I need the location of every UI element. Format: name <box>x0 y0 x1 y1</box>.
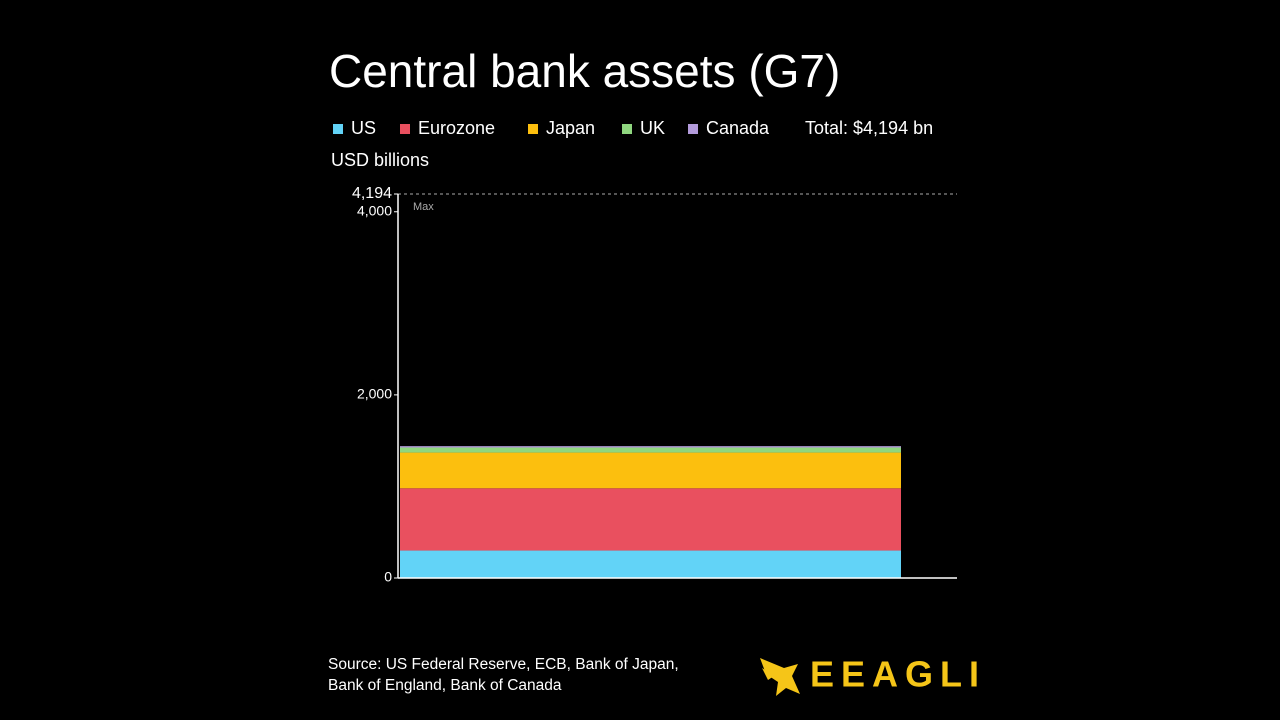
max-text: Max <box>413 201 434 213</box>
legend-swatch <box>400 124 410 134</box>
y-tick-label: 0 <box>384 569 392 585</box>
legend-label: Japan <box>546 118 595 138</box>
legend-swatch <box>622 124 632 134</box>
legend-swatch <box>528 124 538 134</box>
y-tick-label: 4,000 <box>357 202 392 218</box>
legend-swatch <box>333 124 343 134</box>
legend-label: Canada <box>706 118 770 138</box>
source-text: Source: US Federal Reserve, ECB, Bank of… <box>328 656 679 673</box>
y-tick-label: 2,000 <box>357 386 392 402</box>
legend-swatch <box>688 124 698 134</box>
max-value-label: 4,194 <box>352 185 392 202</box>
source-text: Bank of England, Bank of Canada <box>328 677 562 694</box>
bar-segment <box>400 446 901 448</box>
bar-segment <box>400 550 901 578</box>
logo-icon <box>760 658 800 696</box>
legend-label: UK <box>640 118 665 138</box>
bar-segment <box>400 447 901 453</box>
logo-text: EEAGLI <box>810 654 986 695</box>
bar-segment <box>400 488 901 551</box>
bar-segment <box>400 452 901 489</box>
legend-label: Eurozone <box>418 118 495 138</box>
total-label: Total: $4,194 bn <box>805 118 933 138</box>
chart-title: Central bank assets (G7) <box>329 45 840 97</box>
y-axis-label: USD billions <box>331 150 429 170</box>
legend-label: US <box>351 118 376 138</box>
